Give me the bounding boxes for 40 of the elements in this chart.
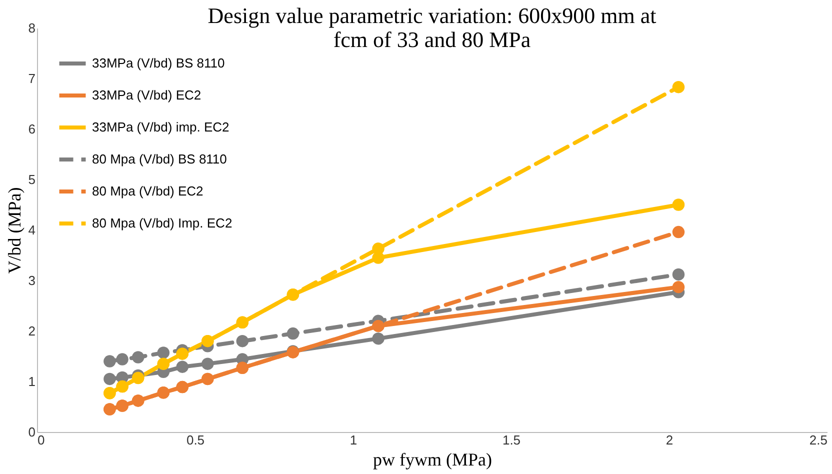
point bbox=[104, 372, 116, 386]
point bbox=[672, 226, 685, 238]
x-tick-label: 0 bbox=[38, 432, 45, 448]
point bbox=[104, 355, 116, 368]
x-tick-label: 2.5 bbox=[809, 432, 828, 448]
point bbox=[672, 280, 685, 294]
legend-label: 33MPa (V/bd) EC2 bbox=[92, 88, 202, 102]
legend-label: 33MPa (V/bd) BS 8110 bbox=[92, 56, 225, 70]
legend-label: 80 Mpa (V/bd) Imp. EC2 bbox=[92, 216, 232, 230]
y-tick-label: 7 bbox=[28, 71, 36, 86]
y-tick-label: 5 bbox=[28, 172, 36, 187]
y-tick-label: 2 bbox=[28, 324, 36, 338]
point bbox=[202, 358, 214, 370]
y-tick-label: 3 bbox=[28, 273, 36, 288]
x-tick-label: 0.5 bbox=[186, 432, 205, 448]
y-tick-label: 4 bbox=[28, 222, 36, 238]
point bbox=[372, 332, 384, 345]
y-axis-title: V/bd (MPa) bbox=[4, 187, 24, 274]
y-tick-label: 8 bbox=[28, 20, 36, 36]
x-tick-label: 2 bbox=[666, 432, 674, 448]
point bbox=[176, 348, 188, 360]
point bbox=[286, 327, 300, 340]
legend-label: 33MPa (V/bd) imp. EC2 bbox=[92, 120, 230, 134]
point bbox=[672, 80, 685, 94]
point bbox=[372, 242, 384, 255]
x-tick-label: 1 bbox=[350, 432, 358, 448]
point bbox=[236, 334, 249, 348]
point bbox=[157, 346, 170, 359]
legend-label: 80 Mpa (V/bd) EC2 bbox=[92, 184, 204, 198]
point bbox=[176, 360, 188, 373]
x-tick-label: 1.5 bbox=[502, 432, 521, 448]
point bbox=[672, 268, 685, 281]
point bbox=[116, 353, 128, 366]
point bbox=[132, 351, 144, 364]
y-tick-label: 6 bbox=[28, 122, 36, 136]
y-tick-label: 1 bbox=[28, 374, 36, 389]
legend-label: 80 Mpa (V/bd) BS 8110 bbox=[92, 152, 227, 166]
x-axis-title: pw fywm (MPa) bbox=[373, 450, 492, 470]
point bbox=[672, 198, 685, 211]
chart-title: Design value parametric variation: 600x900 mm at fcm of 33 and 80 MPa bbox=[208, 3, 656, 52]
